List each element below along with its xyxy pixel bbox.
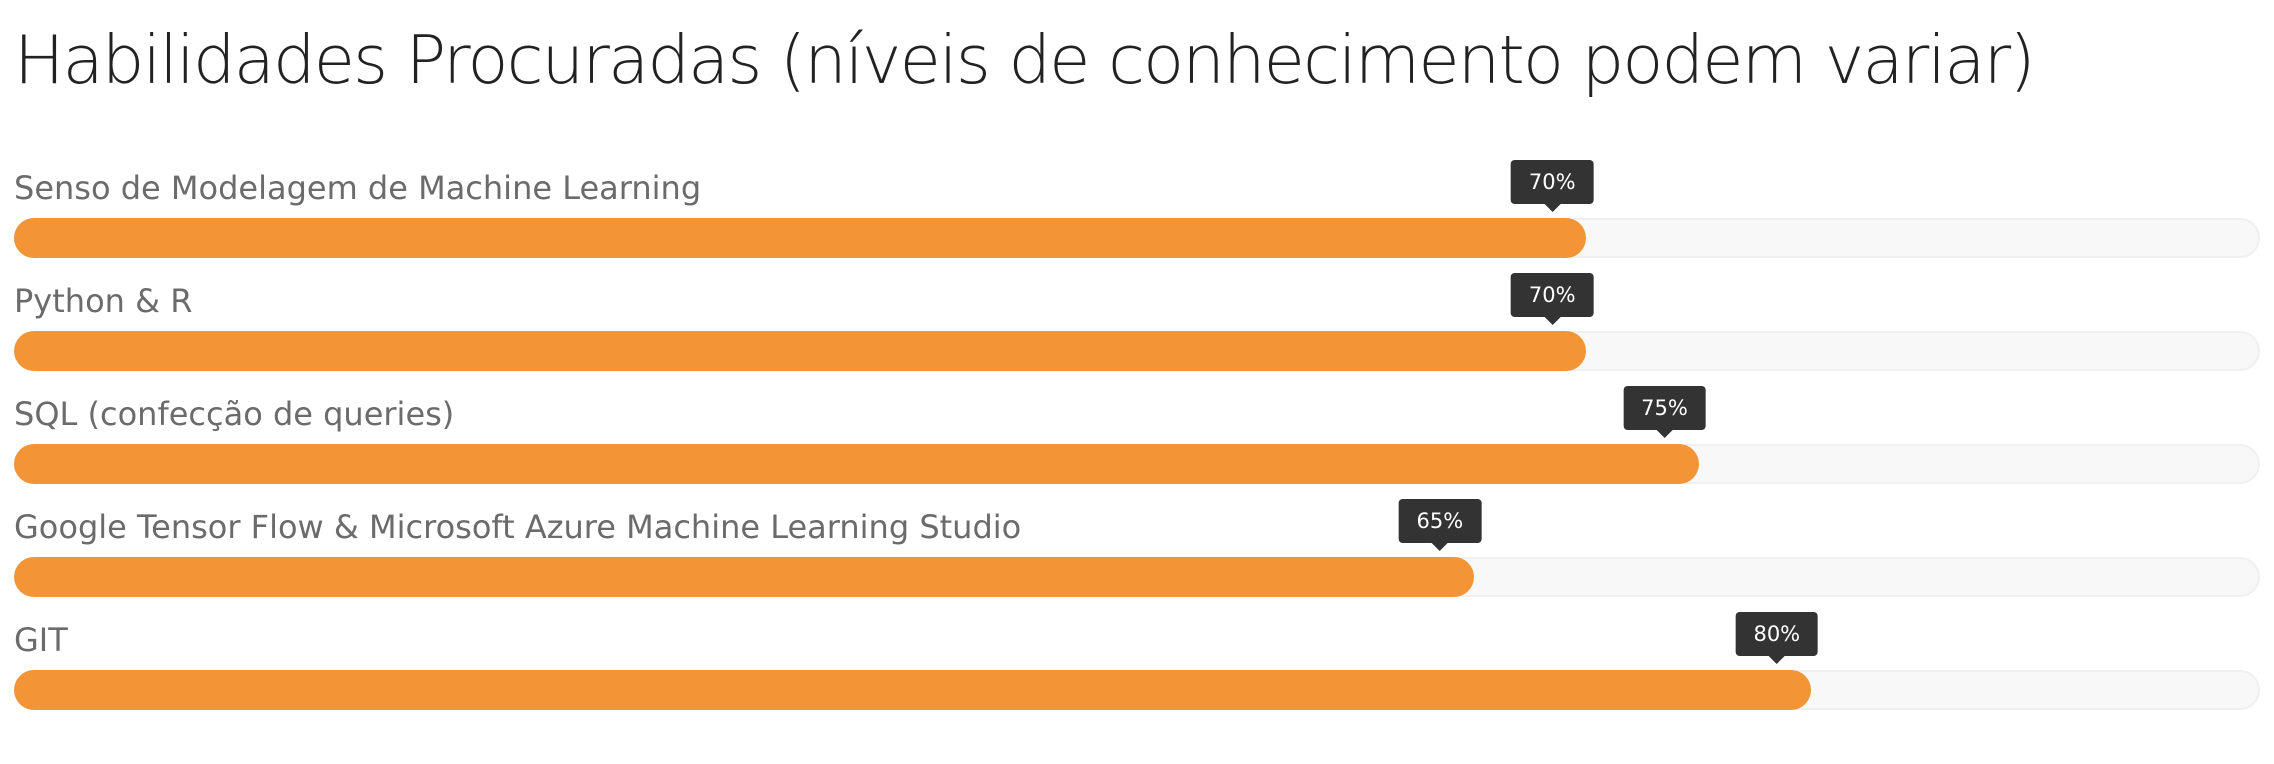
skill-row: GIT 80% <box>14 612 2260 725</box>
skill-fill <box>14 557 1474 597</box>
skill-track: 80% <box>14 612 2260 710</box>
skill-value-tooltip: 70% <box>1510 273 1594 317</box>
skill-label: Google Tensor Flow & Microsoft Azure Mac… <box>14 508 1022 546</box>
skill-row: Senso de Modelagem de Machine Learning 70… <box>14 160 2260 273</box>
skill-track: 65% <box>14 499 2260 597</box>
skill-track: 75% <box>14 386 2260 484</box>
skill-track: 70% <box>14 160 2260 258</box>
skill-label: GIT <box>14 621 68 659</box>
skill-value-tooltip: 70% <box>1510 160 1594 204</box>
skill-value-tooltip: 80% <box>1735 612 1819 656</box>
skill-row: SQL (confecção de queries) 75% <box>14 386 2260 499</box>
skill-row: Google Tensor Flow & Microsoft Azure Mac… <box>14 499 2260 612</box>
skill-fill <box>14 218 1587 258</box>
skill-value-tooltip: 75% <box>1623 386 1706 430</box>
skill-label: Python & R <box>14 282 193 320</box>
skill-fill <box>14 331 1587 371</box>
skill-value-tooltip: 65% <box>1398 499 1482 543</box>
page-title: Habilidades Procuradas (níveis de conhec… <box>14 21 2035 99</box>
skill-bars-chart: Senso de Modelagem de Machine Learning 70… <box>14 160 2260 725</box>
skill-track: 70% <box>14 273 2260 371</box>
skill-fill <box>14 444 1699 484</box>
skill-fill <box>14 670 1811 710</box>
skill-label: SQL (confecção de queries) <box>14 395 455 433</box>
skill-row: Python & R 70% <box>14 273 2260 386</box>
skill-label: Senso de Modelagem de Machine Learning <box>14 169 702 207</box>
